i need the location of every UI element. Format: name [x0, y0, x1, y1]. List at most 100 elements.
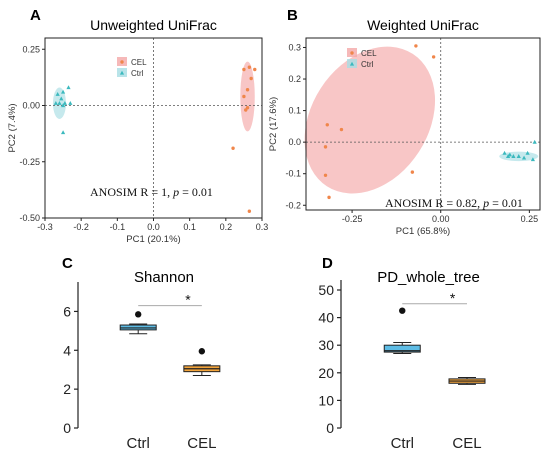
- x-tick-label-cel: CEL: [187, 435, 216, 452]
- y-tick-label: 10: [318, 392, 334, 408]
- x-tick-label-cel: CEL: [452, 435, 481, 452]
- data-point-cel: [247, 65, 252, 69]
- data-point-ctrl: [502, 150, 507, 155]
- data-point-ctrl: [55, 91, 60, 96]
- y-tick-label: -0.2: [285, 200, 301, 210]
- data-point-ctrl: [530, 157, 536, 162]
- y-axis-label: PC2 (7.4%): [7, 103, 18, 152]
- y-tick-label: -0.50: [19, 213, 40, 223]
- y-tick-label: -0.1: [285, 169, 301, 179]
- chart-title: Weighted UniFrac: [367, 17, 479, 33]
- panel-b-weighted-unifrac: Weighted UniFrac -0.25 0.00 0.25 -0.2 -0.1 0.0…: [268, 17, 541, 237]
- y-tick-label: 0: [63, 420, 71, 436]
- data-point-ctrl: [62, 100, 67, 105]
- legend-marker-ctrl: [349, 61, 355, 66]
- data-point-ctrl: [516, 154, 521, 158]
- panel-c-shannon: Shannon 0 2 4 6 Ctrl CEL *: [63, 269, 221, 452]
- data-point-cel: [253, 67, 257, 72]
- y-tick-label: 2: [63, 381, 71, 397]
- data-point-ctrl: [66, 85, 71, 90]
- data-point-ctrl: [532, 139, 537, 144]
- data-point-cel: [431, 55, 436, 59]
- plot-frame: [305, 37, 541, 211]
- x-axis-label: PC1 (65.8%): [396, 226, 450, 237]
- data-point-cel: [231, 146, 235, 150]
- data-point-cel: [245, 88, 250, 92]
- chart-title: PD_whole_tree: [377, 269, 480, 286]
- legend-label-cel: CEL: [361, 49, 377, 58]
- anosim-annotation: ANOSIM R = 1, p = 0.01: [90, 185, 213, 199]
- x-tick-label: 0.1: [183, 222, 196, 232]
- data-point-cel: [244, 108, 248, 112]
- data-point-cel: [339, 127, 344, 132]
- x-tick-label: 0.3: [256, 222, 269, 232]
- y-tick-label: 0.2: [288, 74, 301, 84]
- box-ctrl: [383, 344, 421, 353]
- panel-a-unweighted-unifrac: Unweighted UniFrac -0.3 -0.2 -0.1 0.0 0.1 0.2 0…: [7, 17, 268, 245]
- data-point-cel: [414, 44, 418, 48]
- legend: CEL Ctrl: [347, 48, 377, 69]
- y-tick-label: 30: [318, 337, 334, 353]
- legend-label-ctrl: Ctrl: [131, 69, 144, 78]
- x-tick-label-ctrl: Ctrl: [391, 435, 414, 452]
- chart-title: Shannon: [134, 269, 194, 286]
- data-point-ctrl: [59, 96, 64, 101]
- y-tick-label: 0.3: [288, 42, 301, 52]
- y-tick-label: 50: [318, 282, 334, 298]
- y-tick-label: 0.00: [22, 101, 40, 111]
- y-tick-label: 6: [63, 303, 71, 319]
- panel-letter-d: D: [322, 255, 333, 272]
- x-tick-label: 0.00: [432, 214, 450, 224]
- anosim-annotation: ANOSIM R = 0.82, p = 0.01: [385, 196, 523, 210]
- legend-marker-ctrl: [119, 70, 125, 75]
- x-tick-label: 0.25: [521, 214, 539, 224]
- x-tick-label: 0.2: [220, 222, 233, 232]
- significance-star: *: [185, 292, 191, 308]
- data-point-ctrl: [60, 89, 66, 94]
- data-point-ctrl: [57, 100, 62, 105]
- data-point-ctrl: [511, 154, 516, 158]
- x-tick-label: -0.2: [73, 222, 89, 232]
- data-point-cel: [325, 123, 329, 127]
- legend: CEL Ctrl: [117, 57, 147, 78]
- x-tick-label: -0.1: [110, 222, 126, 232]
- x-tick-label: -0.25: [342, 214, 363, 224]
- outlier-point-ctrl: [399, 307, 406, 314]
- data-point-ctrl: [521, 155, 527, 160]
- data-point-ctrl: [60, 103, 66, 108]
- y-tick-label: 20: [318, 365, 334, 381]
- data-point-ctrl: [507, 152, 512, 157]
- panel-letter-c: C: [62, 255, 73, 272]
- data-point-cel: [323, 145, 328, 149]
- data-point-cel: [242, 67, 246, 72]
- panel-letter-a: A: [30, 7, 41, 24]
- panel-letter-b: B: [287, 7, 298, 24]
- y-tick-label: 40: [318, 310, 334, 326]
- x-tick-label-ctrl: Ctrl: [127, 435, 150, 452]
- data-point-cel: [249, 76, 253, 81]
- y-tick-label: -0.25: [19, 157, 40, 167]
- data-point-ctrl: [68, 100, 73, 105]
- x-axis-label: PC1 (20.1%): [126, 234, 180, 245]
- y-tick-label: 0: [326, 420, 334, 436]
- y-tick-label: 0.25: [22, 44, 40, 54]
- confidence-ellipse-cel: [304, 46, 436, 194]
- data-point-ctrl: [525, 150, 530, 155]
- y-tick-label: 0.0: [288, 137, 301, 147]
- data-point-ctrl: [53, 100, 58, 105]
- y-axis-label: PC2 (17.6%): [268, 97, 279, 151]
- x-tick-label: -0.3: [37, 222, 53, 232]
- legend-marker-cel: [120, 60, 124, 64]
- data-point-cel: [410, 170, 415, 174]
- x-tick-label: 0.0: [147, 222, 160, 232]
- outlier-point-cel: [198, 348, 206, 355]
- legend-marker-cel: [350, 51, 354, 55]
- y-tick-label: 0.1: [288, 106, 301, 116]
- data-point-ctrl: [60, 130, 66, 135]
- outlier-point-ctrl: [135, 311, 142, 318]
- legend-label-ctrl: Ctrl: [361, 60, 374, 69]
- data-point-cel: [242, 94, 246, 99]
- y-tick-label: 4: [63, 342, 71, 358]
- panel-d-pd-whole-tree: PD_whole_tree 0 10 20 30 40 50 Ctrl CEL *: [318, 269, 486, 452]
